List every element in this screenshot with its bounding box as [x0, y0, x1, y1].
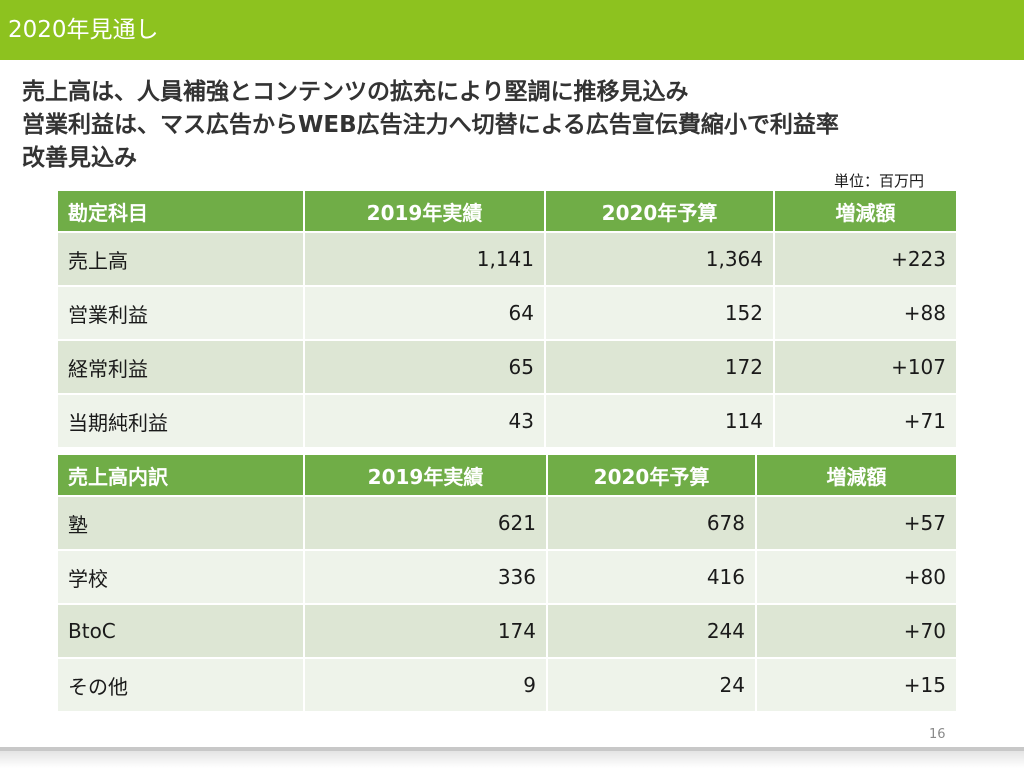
table-row: 塾 621 678 +57 [58, 497, 956, 551]
column-header-2020-budget: 2020年予算 [546, 191, 775, 233]
page-number: 16 [929, 727, 946, 742]
footer-shadow [0, 751, 1024, 768]
cell-change: +57 [757, 497, 956, 551]
cell-2020-budget: 678 [548, 497, 757, 551]
row-label: 経常利益 [58, 341, 305, 395]
cell-2020-budget: 416 [548, 551, 757, 605]
cell-2019-actual: 64 [305, 287, 546, 341]
row-label: 売上高 [58, 233, 305, 287]
row-label: 学校 [58, 551, 305, 605]
column-header-account: 勘定科目 [58, 191, 305, 233]
table-row: 売上高 1,141 1,364 +223 [58, 233, 956, 287]
cell-2019-actual: 621 [305, 497, 548, 551]
headline-line-2: 営業利益は、マス広告からWEB広告注力へ切替による広告宣伝費縮小で利益率 [22, 112, 839, 138]
cell-change: +223 [775, 233, 956, 287]
cell-2019-actual: 1,141 [305, 233, 546, 287]
cell-change: +80 [757, 551, 956, 605]
cell-2020-budget: 1,364 [546, 233, 775, 287]
cell-2020-budget: 244 [548, 605, 757, 659]
cell-change: +88 [775, 287, 956, 341]
column-header-2020-budget: 2020年予算 [548, 455, 757, 497]
unit-label: 単位：百万円 [834, 172, 925, 190]
cell-2019-actual: 65 [305, 341, 546, 395]
header-bar: 2020年見通し [0, 0, 1024, 60]
table-row: BtoC 174 244 +70 [58, 605, 956, 659]
cell-2020-budget: 172 [546, 341, 775, 395]
cell-2020-budget: 114 [546, 395, 775, 449]
row-label: その他 [58, 659, 305, 713]
footer-divider [0, 747, 1024, 751]
table-row: 経常利益 65 172 +107 [58, 341, 956, 395]
cell-2020-budget: 152 [546, 287, 775, 341]
row-label: 当期純利益 [58, 395, 305, 449]
cell-2020-budget: 24 [548, 659, 757, 713]
table-row: その他 9 24 +15 [58, 659, 956, 713]
cell-2019-actual: 336 [305, 551, 548, 605]
cell-change: +107 [775, 341, 956, 395]
cell-change: +71 [775, 395, 956, 449]
table-row: 学校 336 416 +80 [58, 551, 956, 605]
sales-breakdown-table: 売上高内訳 2019年実績 2020年予算 増減額 塾 621 678 +57 … [58, 455, 956, 713]
table-row: 営業利益 64 152 +88 [58, 287, 956, 341]
slide-title: 2020年見通し [8, 17, 159, 43]
cell-2019-actual: 174 [305, 605, 548, 659]
column-header-2019-actual: 2019年実績 [305, 455, 548, 497]
table-header-row: 勘定科目 2019年実績 2020年予算 増減額 [58, 191, 956, 233]
column-header-2019-actual: 2019年実績 [305, 191, 546, 233]
row-label: 塾 [58, 497, 305, 551]
headline-line-1: 売上高は、人員補強とコンテンツの拡充により堅調に推移見込み [22, 79, 689, 105]
table-header-row: 売上高内訳 2019年実績 2020年予算 増減額 [58, 455, 956, 497]
headline-line-3: 改善見込み [22, 145, 137, 171]
cell-2019-actual: 43 [305, 395, 546, 449]
row-label: BtoC [58, 605, 305, 659]
cell-2019-actual: 9 [305, 659, 548, 713]
headline-summary: 売上高は、人員補強とコンテンツの拡充により堅調に推移見込み 営業利益は、マス広告… [22, 76, 1012, 175]
column-header-change: 増減額 [757, 455, 956, 497]
cell-change: +70 [757, 605, 956, 659]
cell-change: +15 [757, 659, 956, 713]
row-label: 営業利益 [58, 287, 305, 341]
column-header-sales-breakdown: 売上高内訳 [58, 455, 305, 497]
income-statement-table: 勘定科目 2019年実績 2020年予算 増減額 売上高 1,141 1,364… [58, 191, 956, 449]
column-header-change: 増減額 [775, 191, 956, 233]
table-row: 当期純利益 43 114 +71 [58, 395, 956, 449]
